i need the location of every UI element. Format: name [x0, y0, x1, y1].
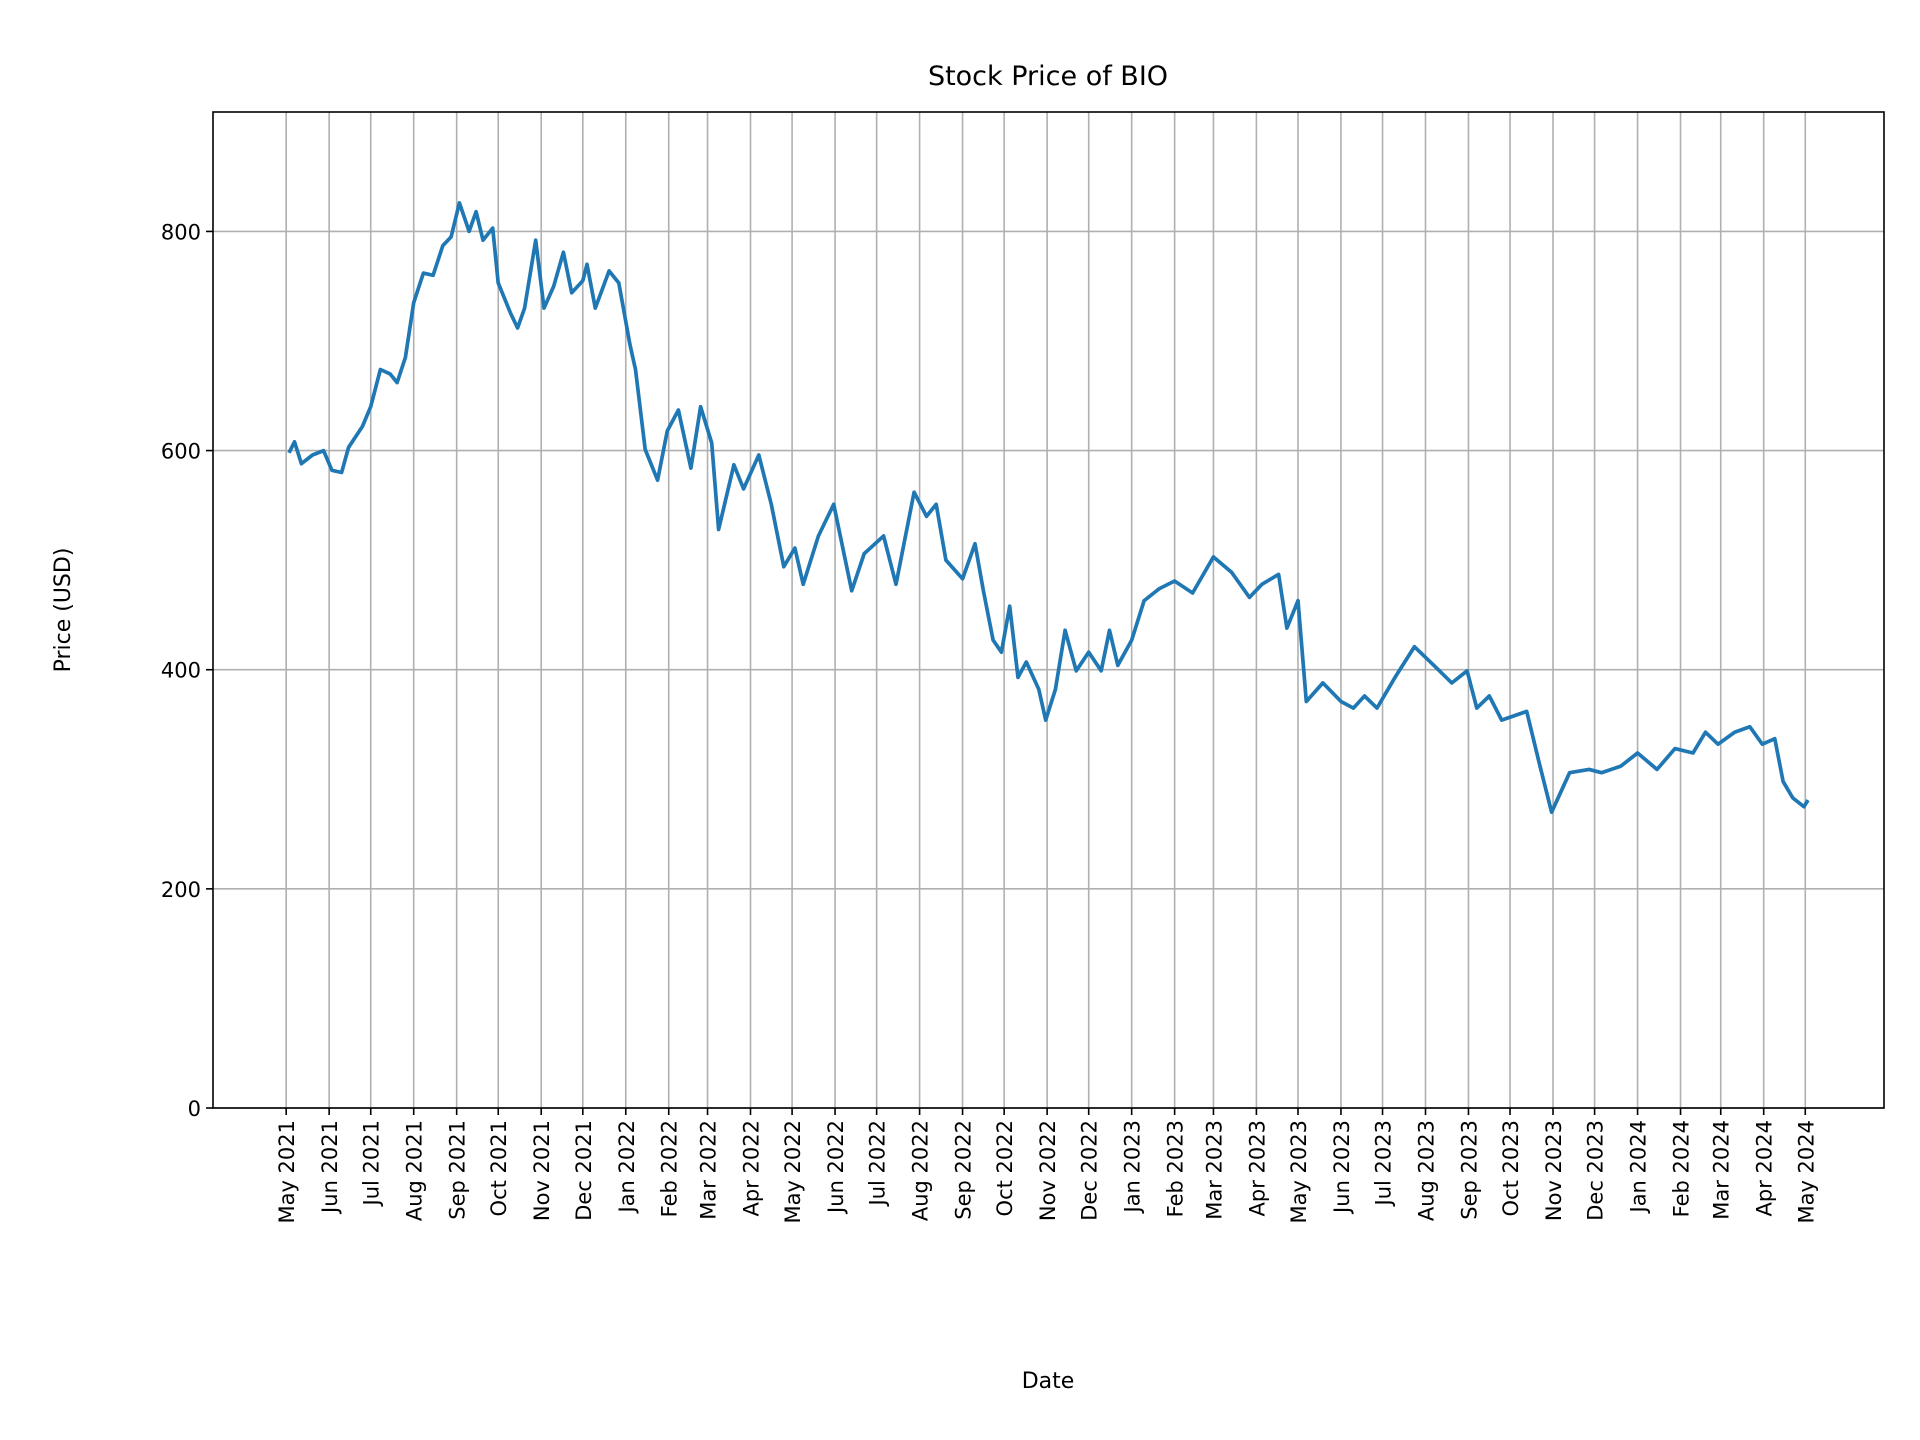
- x-tick-label: Sep 2021: [446, 1120, 470, 1220]
- plot-frame: [212, 111, 1885, 1109]
- x-tick-label: Aug 2023: [1415, 1120, 1439, 1221]
- y-tick-label: 0: [188, 1097, 201, 1121]
- x-tick-label: Mar 2024: [1710, 1120, 1734, 1220]
- x-tick-label: May 2021: [275, 1120, 299, 1224]
- x-tick-label: May 2023: [1287, 1120, 1311, 1224]
- x-tick-label: Feb 2023: [1164, 1120, 1188, 1217]
- x-tick-label: Dec 2022: [1078, 1120, 1102, 1221]
- x-tick-label: Jun 2023: [1330, 1120, 1354, 1215]
- x-tick-label: Jun 2021: [318, 1120, 342, 1215]
- x-tick-label: Aug 2022: [909, 1120, 933, 1221]
- x-tick-label: Jan 2023: [1121, 1120, 1145, 1215]
- x-tick-label: Nov 2022: [1036, 1120, 1060, 1221]
- x-tick-label: Apr 2022: [740, 1120, 764, 1216]
- x-tick-label: Sep 2023: [1457, 1120, 1481, 1220]
- x-axis-label: Date: [1022, 1369, 1075, 1394]
- x-tick-label: Aug 2021: [403, 1120, 427, 1221]
- x-tick-label: May 2022: [781, 1120, 805, 1224]
- y-tick-label: 600: [161, 440, 201, 464]
- x-tick-label: Nov 2021: [530, 1120, 554, 1221]
- x-tick-label: Jan 2024: [1627, 1120, 1651, 1215]
- x-tick-label: Nov 2023: [1542, 1120, 1566, 1221]
- x-tick-label: Mar 2022: [697, 1120, 721, 1220]
- price-line: [287, 201, 1810, 815]
- x-tick-label: Dec 2023: [1584, 1120, 1608, 1221]
- x-tick-label: Jul 2021: [360, 1120, 384, 1207]
- x-tick-label: Mar 2023: [1202, 1120, 1226, 1220]
- x-tick-label: Oct 2023: [1499, 1120, 1523, 1216]
- x-tick-label: Sep 2022: [952, 1120, 976, 1220]
- x-tick-label: Oct 2022: [993, 1120, 1017, 1216]
- grid-lines: [213, 112, 1884, 1109]
- x-tick-label: Oct 2021: [487, 1120, 511, 1216]
- y-axis-ticks: 0 200 400 600 800: [161, 220, 213, 1121]
- x-tick-label: Jul 2022: [866, 1120, 890, 1207]
- x-tick-label: Feb 2022: [658, 1120, 682, 1217]
- x-tick-label: Jul 2023: [1372, 1120, 1396, 1207]
- y-tick-label: 200: [161, 878, 201, 902]
- x-tick-label: Jun 2022: [824, 1120, 848, 1215]
- x-tick-label: Apr 2023: [1245, 1120, 1269, 1216]
- x-tick-label: Jan 2022: [615, 1120, 639, 1215]
- x-tick-label: Dec 2021: [572, 1120, 596, 1221]
- y-tick-label: 800: [161, 220, 201, 244]
- x-tick-label: Feb 2024: [1670, 1120, 1694, 1217]
- y-tick-label: 400: [161, 659, 201, 683]
- x-tick-label: May 2024: [1794, 1120, 1818, 1224]
- chart-title: Stock Price of BIO: [928, 61, 1168, 92]
- x-tick-label: Apr 2024: [1753, 1120, 1777, 1216]
- y-axis-label: Price (USD): [51, 548, 76, 673]
- x-axis-ticks: May 2021 Jun 2021 Jul 2021 Aug 2021 Sep 2021…: [275, 1108, 1818, 1224]
